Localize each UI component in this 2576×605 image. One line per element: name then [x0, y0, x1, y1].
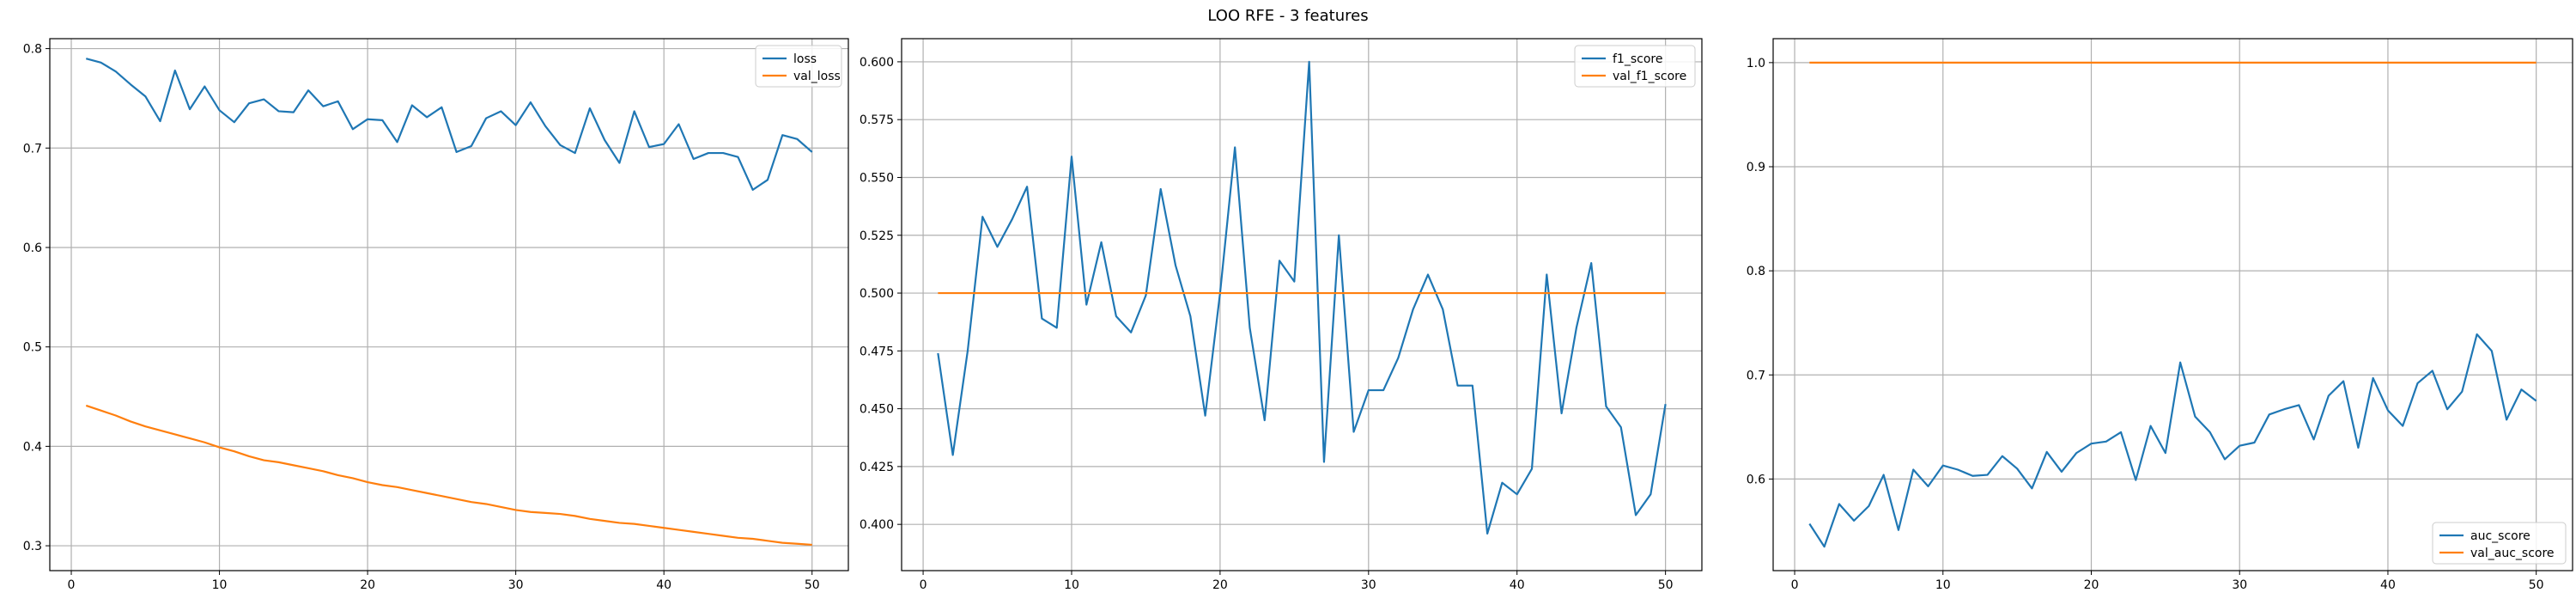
y-tick-label: 0.8	[1747, 265, 1765, 278]
x-tick-label: 20	[1212, 578, 1228, 592]
legend: loss val_loss	[755, 45, 842, 88]
x-tick-label: 10	[212, 578, 228, 592]
legend-box	[2432, 522, 2567, 565]
x-tick-label: 40	[2380, 578, 2396, 592]
y-tick-label: 1.0	[1747, 57, 1765, 70]
y-tick-label: 0.3	[23, 540, 42, 553]
x-tick-label: 10	[1064, 578, 1079, 592]
legend: f1_score val_f1_score	[1574, 45, 1696, 88]
x-tick-label: 0	[1791, 578, 1799, 592]
x-tick-label: 30	[1361, 578, 1376, 592]
y-tick-label: 0.600	[860, 56, 894, 70]
figure-title: LOO RFE - 3 features	[1207, 7, 1369, 25]
series-line-auc-score	[1808, 333, 2537, 548]
y-tick-label: 0.7	[23, 142, 42, 156]
y-tick-label: 0.500	[860, 287, 894, 301]
series-line-val-loss	[85, 404, 812, 547]
chart-panel-3: 0 10 20 30 40 50 0.6 0.7 0.8 0.9 1.0 auc_score val_a…	[1747, 38, 2573, 592]
x-tick-label: 30	[2232, 578, 2247, 592]
x-tick-label: 50	[805, 578, 820, 592]
x-tick-label: 40	[1510, 578, 1525, 592]
y-tick-label: 0.575	[860, 113, 894, 127]
x-tick-label: 0	[68, 578, 76, 592]
legend: auc_score val_auc_score	[2432, 522, 2567, 565]
x-tick-label: 30	[508, 578, 524, 592]
x-tick-label: 20	[360, 578, 375, 592]
legend-label: auc_score	[2470, 529, 2530, 543]
legend-label: val_loss	[793, 70, 841, 83]
legend-label: val_f1_score	[1613, 70, 1686, 83]
series-line-f1-score	[937, 60, 1667, 535]
y-tick-label: 0.5	[23, 341, 42, 355]
y-tick-label: 0.4	[23, 440, 42, 454]
y-tick-label: 0.525	[860, 229, 894, 243]
x-tick-label: 50	[1658, 578, 1674, 592]
chart-panel-1: 0 10 20 30 40 50 0.3 0.4 0.5 0.6 0.7 0.8 loss val_los…	[23, 38, 849, 592]
y-tick-label: 0.8	[23, 43, 42, 57]
legend-label: f1_score	[1613, 52, 1662, 66]
axes-frame	[49, 38, 849, 571]
x-tick-label: 50	[2529, 578, 2544, 592]
legend-label: val_auc_score	[2470, 547, 2555, 560]
y-tick-label: 0.550	[860, 171, 894, 185]
axes-frame	[1772, 38, 2573, 571]
y-tick-label: 0.9	[1747, 161, 1765, 174]
x-tick-label: 40	[656, 578, 671, 592]
y-tick-label: 0.7	[1747, 369, 1765, 382]
x-tick-label: 10	[1935, 578, 1951, 592]
legend-label: loss	[793, 52, 817, 66]
y-tick-label: 0.6	[1747, 473, 1765, 486]
x-tick-label: 0	[920, 578, 927, 592]
x-tick-label: 20	[2084, 578, 2099, 592]
y-tick-label: 0.400	[860, 518, 894, 532]
chart-panel-2: 0 10 20 30 40 50 0.400 0.425 0.450 0.475 0.500 0.52…	[860, 38, 1703, 592]
y-tick-label: 0.450	[860, 403, 894, 417]
series-line-loss	[85, 58, 813, 191]
y-tick-label: 0.6	[23, 241, 42, 255]
axes-frame	[901, 38, 1703, 571]
y-tick-label: 0.425	[860, 461, 894, 474]
y-tick-label: 0.475	[860, 345, 894, 358]
